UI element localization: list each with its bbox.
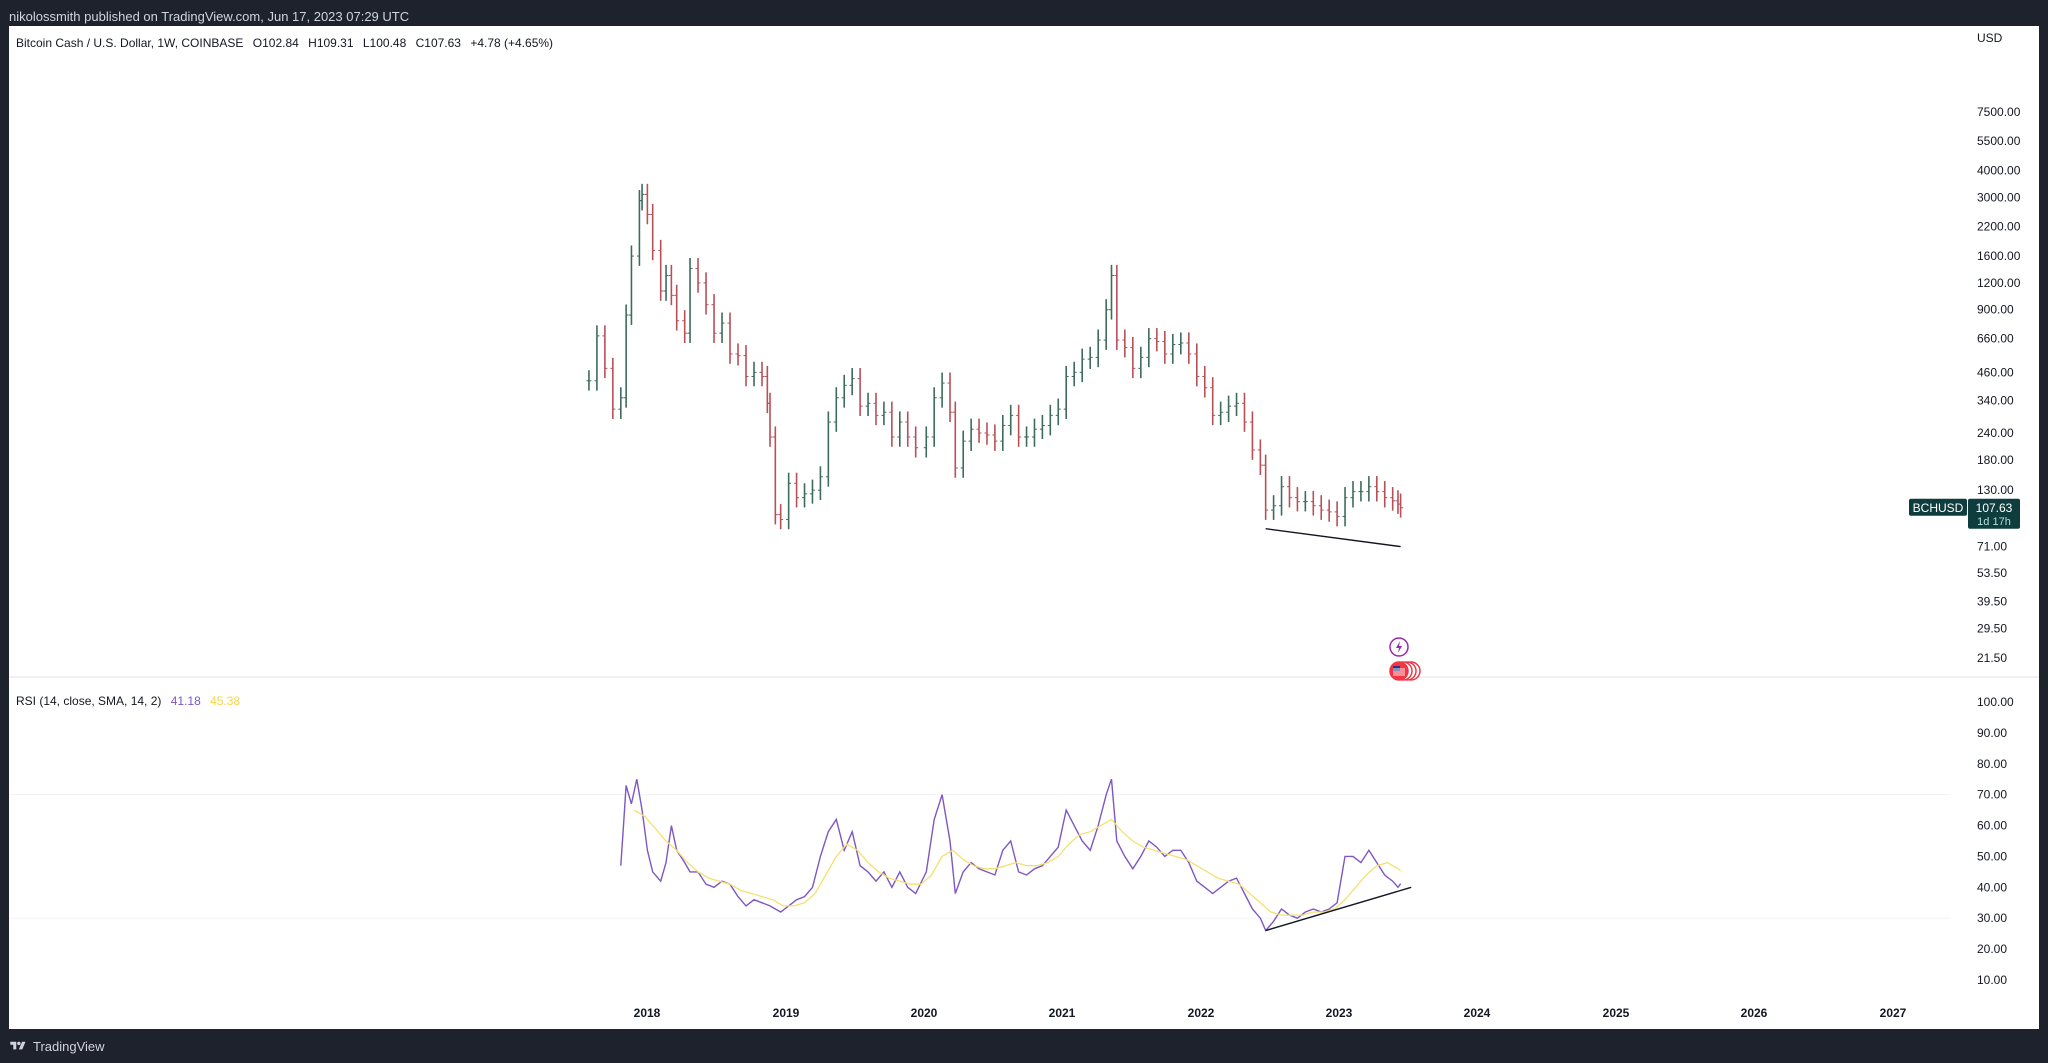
rsi-ma-value: 45.38 [210, 694, 241, 708]
year-tick-label: 2018 [634, 1006, 661, 1020]
year-tick-label: 2025 [1603, 1006, 1630, 1020]
rsi-trendline [1265, 886, 1412, 932]
price-badge-value: 107.63 [1976, 501, 2013, 515]
tradingview-logo-icon [10, 1041, 26, 1050]
rsi-tick-label: 50.00 [1977, 849, 2007, 863]
us-flag-canton [1393, 666, 1400, 671]
rsi-tick-label: 10.00 [1977, 973, 2007, 987]
ohlc-high: H109.31 [308, 36, 354, 50]
price-tick-label: 900.00 [1977, 303, 2014, 317]
dividend-event-icon[interactable] [1389, 637, 1409, 657]
price-tick-label: 240.00 [1977, 426, 2014, 440]
footer-brand[interactable]: TradingView [9, 1036, 105, 1056]
tradingview-brand: TradingView [33, 1038, 105, 1054]
price-tick-label: 71.00 [1977, 540, 2007, 554]
lightning-glyph [1396, 641, 1402, 653]
price-tick-label: 130.00 [1977, 483, 2014, 497]
price-tick-label: 660.00 [1977, 332, 2014, 346]
year-tick-label: 2019 [773, 1006, 800, 1020]
year-tick-label: 2026 [1741, 1006, 1768, 1020]
rsi-tick-label: 60.00 [1977, 819, 2007, 833]
us-economic-events-icon[interactable] [1389, 661, 1421, 681]
price-tick-label: 1200.00 [1977, 276, 2021, 290]
price-tick-label: 1600.00 [1977, 249, 2021, 263]
rsi-band [9, 794, 1951, 919]
rsi-tick-label: 100.00 [1977, 695, 2014, 709]
rsi-tick-label: 80.00 [1977, 757, 2007, 771]
price-tick-label: 3000.00 [1977, 190, 2021, 204]
ohlc-open: O102.84 [252, 36, 299, 50]
price-badge-bg [1968, 498, 2020, 529]
year-tick-label: 2027 [1880, 1006, 1907, 1020]
price-tick-label: 5500.00 [1977, 134, 2021, 148]
rsi-value: 41.18 [170, 694, 201, 708]
price-tick-label: 180.00 [1977, 453, 2014, 467]
chart-canvas[interactable]: USD 7500.00 5500.00 4000.00 3000.00 2200.00 16… [9, 26, 2039, 1029]
price-tick-label: 21.50 [1977, 651, 2007, 665]
price-tick-label: 53.50 [1977, 566, 2007, 580]
year-tick-label: 2022 [1188, 1006, 1215, 1020]
currency-label: USD [1977, 31, 2003, 45]
symbol-badge-bg [1909, 498, 1967, 516]
year-tick-label: 2020 [911, 1006, 938, 1020]
price-tick-label: 29.50 [1977, 621, 2007, 635]
year-tick-label: 2021 [1049, 1006, 1076, 1020]
rsi-tick-label: 30.00 [1977, 911, 2007, 925]
chart-frame[interactable]: USD 7500.00 5500.00 4000.00 3000.00 2200.00 16… [9, 26, 2039, 1029]
publish-header: nikolossmith published on TradingView.co… [9, 9, 410, 24]
ohlc-close: C107.63 [415, 36, 461, 50]
symbol-badge-text: BCHUSD [1913, 501, 1964, 515]
year-tick-label: 2023 [1326, 1006, 1353, 1020]
rsi-tick-label: 90.00 [1977, 726, 2007, 740]
rsi-tick-label: 40.00 [1977, 880, 2007, 894]
rsi-label[interactable]: RSI (14, close, SMA, 14, 2) [16, 694, 162, 708]
price-legend: Bitcoin Cash / U.S. Dollar, 1W, COINBASE… [16, 36, 553, 50]
price-tick-label: 39.50 [1977, 594, 2007, 608]
price-badge-countdown: 1d 17h [1977, 516, 2011, 528]
ohlc-change: +4.78 (+4.65%) [470, 36, 554, 50]
rsi-tick-label: 70.00 [1977, 788, 2007, 802]
year-tick-label: 2024 [1464, 1006, 1491, 1020]
ohlc-low: L100.48 [362, 36, 407, 50]
rsi-tick-label: 20.00 [1977, 942, 2007, 956]
rsi-legend: RSI (14, close, SMA, 14, 2) 41.18 45.38 [16, 694, 240, 708]
price-tick-label: 340.00 [1977, 394, 2014, 408]
rsi-sma-line [633, 809, 1401, 916]
price-tick-label: 2200.00 [1977, 219, 2021, 233]
symbol-description[interactable]: Bitcoin Cash / U.S. Dollar, 1W, COINBASE [16, 36, 244, 50]
price-tick-label: 460.00 [1977, 365, 2014, 379]
price-trendline [1265, 528, 1401, 548]
price-tick-label: 4000.00 [1977, 164, 2021, 178]
price-tick-label: 7500.00 [1977, 105, 2021, 119]
